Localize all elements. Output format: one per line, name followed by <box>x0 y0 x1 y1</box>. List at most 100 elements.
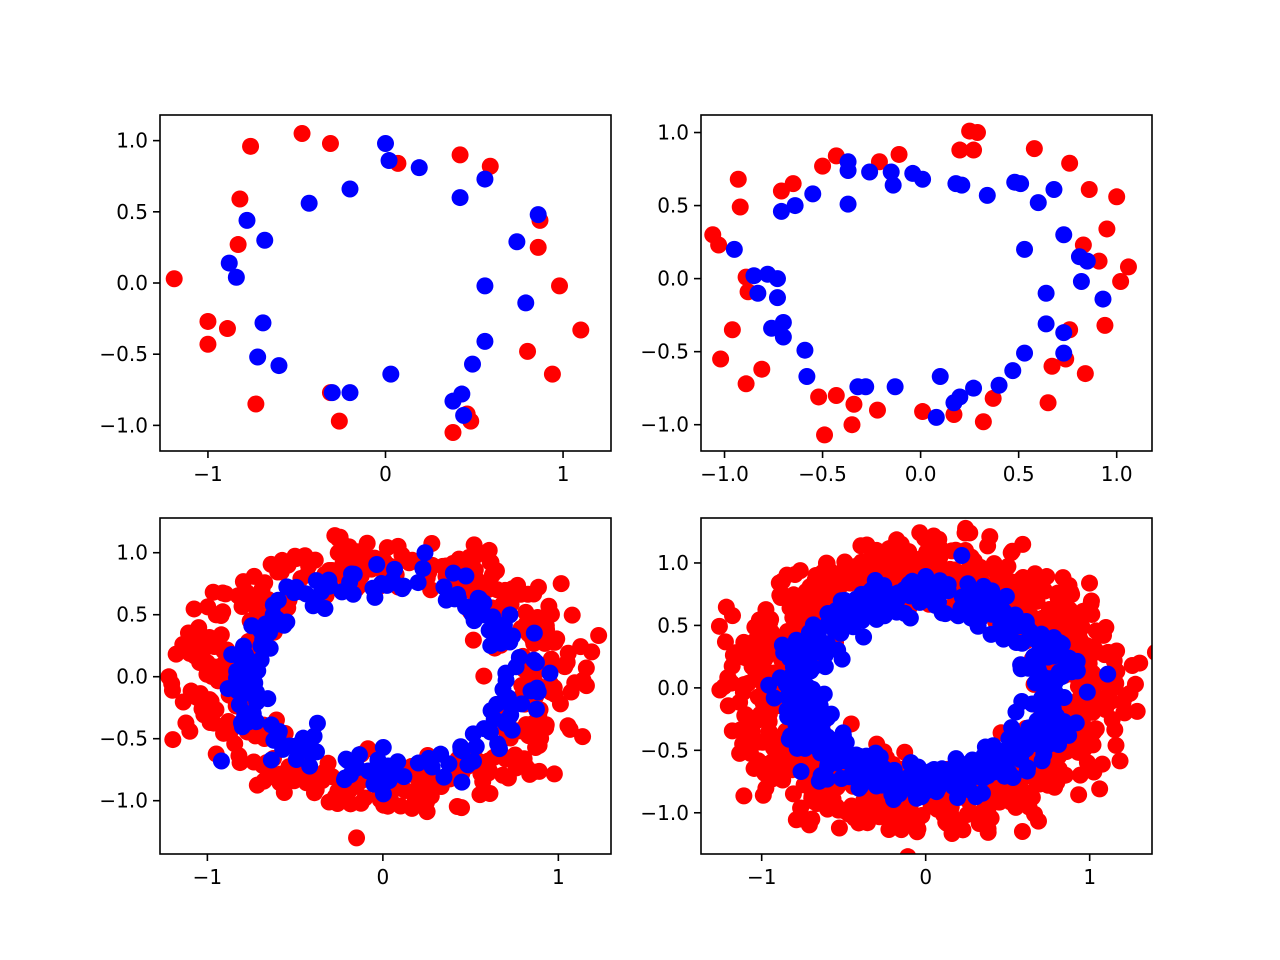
data-point <box>476 277 494 295</box>
data-point <box>749 284 767 302</box>
data-point <box>517 294 535 312</box>
data-point <box>899 583 917 601</box>
data-point <box>1107 736 1125 754</box>
data-point <box>264 613 282 631</box>
data-point <box>366 588 384 606</box>
data-point <box>1092 697 1110 715</box>
data-point <box>945 394 963 412</box>
data-point <box>1023 695 1041 713</box>
data-point <box>884 176 902 194</box>
data-point <box>1055 324 1073 342</box>
data-point <box>843 416 861 434</box>
data-point <box>795 646 812 664</box>
x-tick-label: 0 <box>377 865 390 889</box>
data-point <box>1031 724 1049 742</box>
data-point <box>1046 722 1064 740</box>
data-point <box>716 633 734 651</box>
data-point <box>529 238 547 256</box>
data-point <box>543 365 561 383</box>
data-point <box>503 721 521 739</box>
data-point <box>262 751 280 769</box>
data-point <box>339 752 357 770</box>
data-point <box>563 606 581 624</box>
data-point <box>1033 752 1051 770</box>
data-point <box>253 623 271 641</box>
data-point <box>1112 273 1130 291</box>
data-point <box>1012 175 1030 193</box>
data-point <box>473 594 491 612</box>
data-point <box>994 630 1012 648</box>
data-point <box>862 582 880 599</box>
data-point <box>1017 612 1035 630</box>
data-point <box>959 575 977 593</box>
markers <box>160 527 608 847</box>
data-point <box>1025 140 1043 158</box>
data-point <box>710 617 728 635</box>
x-tick-label: 1 <box>1083 865 1096 889</box>
data-point <box>830 819 848 837</box>
data-point <box>774 313 792 331</box>
data-point <box>803 789 821 807</box>
data-point <box>278 764 296 782</box>
data-point <box>1146 644 1152 661</box>
data-point <box>1090 252 1108 270</box>
data-point <box>772 202 790 220</box>
data-point <box>814 157 832 175</box>
data-point <box>275 783 293 801</box>
data-point <box>529 683 547 701</box>
data-point <box>546 633 564 651</box>
data-point <box>717 598 735 616</box>
data-point <box>551 695 569 713</box>
data-point <box>256 231 274 249</box>
data-point <box>480 621 498 639</box>
data-point <box>1072 273 1090 291</box>
data-point <box>272 563 290 581</box>
data-point <box>1058 577 1076 595</box>
data-point <box>840 805 858 823</box>
data-point <box>374 738 392 756</box>
data-point <box>754 786 772 804</box>
data-point <box>1004 362 1022 380</box>
data-point <box>985 555 1003 573</box>
data-point <box>827 386 845 404</box>
data-point <box>455 406 473 424</box>
data-point <box>423 758 441 776</box>
data-point <box>731 198 749 216</box>
data-point <box>914 170 932 188</box>
data-point <box>1071 631 1089 649</box>
data-point <box>1070 786 1088 804</box>
data-point <box>833 650 851 668</box>
series-blue <box>725 153 1112 426</box>
data-point <box>760 676 778 694</box>
data-point <box>1078 252 1096 270</box>
data-point <box>409 574 427 592</box>
data-point <box>1068 654 1086 672</box>
data-point <box>270 357 288 375</box>
data-point <box>1003 542 1021 560</box>
data-point <box>888 775 906 793</box>
data-point <box>174 635 192 653</box>
data-point <box>825 571 843 589</box>
data-point <box>761 758 779 776</box>
y-tick-label: 1.0 <box>657 551 689 575</box>
data-point <box>1106 721 1124 739</box>
data-point <box>417 793 435 811</box>
data-point <box>786 197 804 215</box>
subplot-3: −1 0 1 −1.0 −0.5 0.0 0.5 1.0 <box>99 517 612 889</box>
data-point <box>527 700 545 718</box>
data-point <box>969 617 987 635</box>
x-tick-label: 1 <box>557 462 570 486</box>
data-point <box>414 560 432 578</box>
data-point <box>341 180 359 198</box>
data-point <box>444 423 462 441</box>
data-point <box>475 667 493 685</box>
data-point <box>229 236 247 254</box>
data-point <box>798 368 816 385</box>
y-tick-label: −1.0 <box>640 413 689 437</box>
data-point <box>519 342 537 360</box>
data-point <box>529 206 547 224</box>
data-point <box>558 653 576 671</box>
series-red <box>165 125 590 441</box>
data-point <box>482 702 500 720</box>
data-point <box>965 141 983 159</box>
